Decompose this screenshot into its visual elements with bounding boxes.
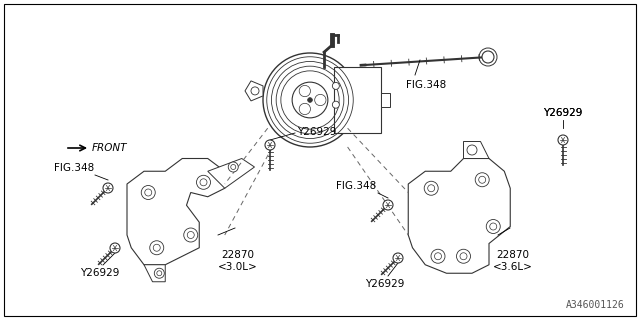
Circle shape xyxy=(153,244,160,251)
Circle shape xyxy=(110,243,120,253)
Text: FRONT: FRONT xyxy=(92,143,127,153)
Circle shape xyxy=(157,271,162,276)
Polygon shape xyxy=(208,158,255,188)
Circle shape xyxy=(428,185,435,192)
Circle shape xyxy=(200,179,207,186)
Text: FIG.348: FIG.348 xyxy=(406,80,446,90)
Circle shape xyxy=(308,98,312,102)
Bar xyxy=(333,67,381,133)
Text: Y26929: Y26929 xyxy=(365,279,404,289)
Circle shape xyxy=(383,200,393,210)
Circle shape xyxy=(145,189,152,196)
Circle shape xyxy=(228,162,238,172)
Text: Y26929: Y26929 xyxy=(543,108,582,118)
Circle shape xyxy=(424,181,438,195)
Circle shape xyxy=(103,183,113,193)
Circle shape xyxy=(332,83,339,89)
Circle shape xyxy=(460,253,467,260)
Circle shape xyxy=(486,220,500,234)
Circle shape xyxy=(558,135,568,145)
Text: Y26929: Y26929 xyxy=(543,108,582,118)
Circle shape xyxy=(154,268,164,278)
Circle shape xyxy=(431,249,445,263)
Circle shape xyxy=(476,173,489,187)
Polygon shape xyxy=(463,141,489,158)
Circle shape xyxy=(150,241,164,255)
Circle shape xyxy=(263,53,357,147)
Circle shape xyxy=(265,140,275,150)
Circle shape xyxy=(184,228,198,242)
Text: 22870
<3.6L>: 22870 <3.6L> xyxy=(493,250,533,272)
Circle shape xyxy=(231,164,236,170)
Polygon shape xyxy=(408,158,510,273)
Text: A346001126: A346001126 xyxy=(566,300,625,310)
Text: 22870
<3.0L>: 22870 <3.0L> xyxy=(218,250,258,272)
Polygon shape xyxy=(127,158,225,265)
Text: Y26929: Y26929 xyxy=(297,127,337,137)
Circle shape xyxy=(467,145,477,155)
Circle shape xyxy=(456,249,470,263)
Polygon shape xyxy=(144,265,165,282)
Circle shape xyxy=(188,231,195,238)
Circle shape xyxy=(479,176,486,183)
Circle shape xyxy=(141,186,156,199)
Text: Y26929: Y26929 xyxy=(80,268,120,278)
Circle shape xyxy=(435,253,442,260)
Text: FIG.348: FIG.348 xyxy=(336,181,376,191)
Circle shape xyxy=(196,175,211,189)
Circle shape xyxy=(490,223,497,230)
Circle shape xyxy=(482,51,494,63)
Circle shape xyxy=(251,87,259,95)
Bar xyxy=(381,93,390,107)
Text: FIG.348: FIG.348 xyxy=(54,163,94,173)
Circle shape xyxy=(292,82,328,118)
Circle shape xyxy=(332,101,339,108)
Polygon shape xyxy=(245,81,263,101)
Circle shape xyxy=(393,253,403,263)
